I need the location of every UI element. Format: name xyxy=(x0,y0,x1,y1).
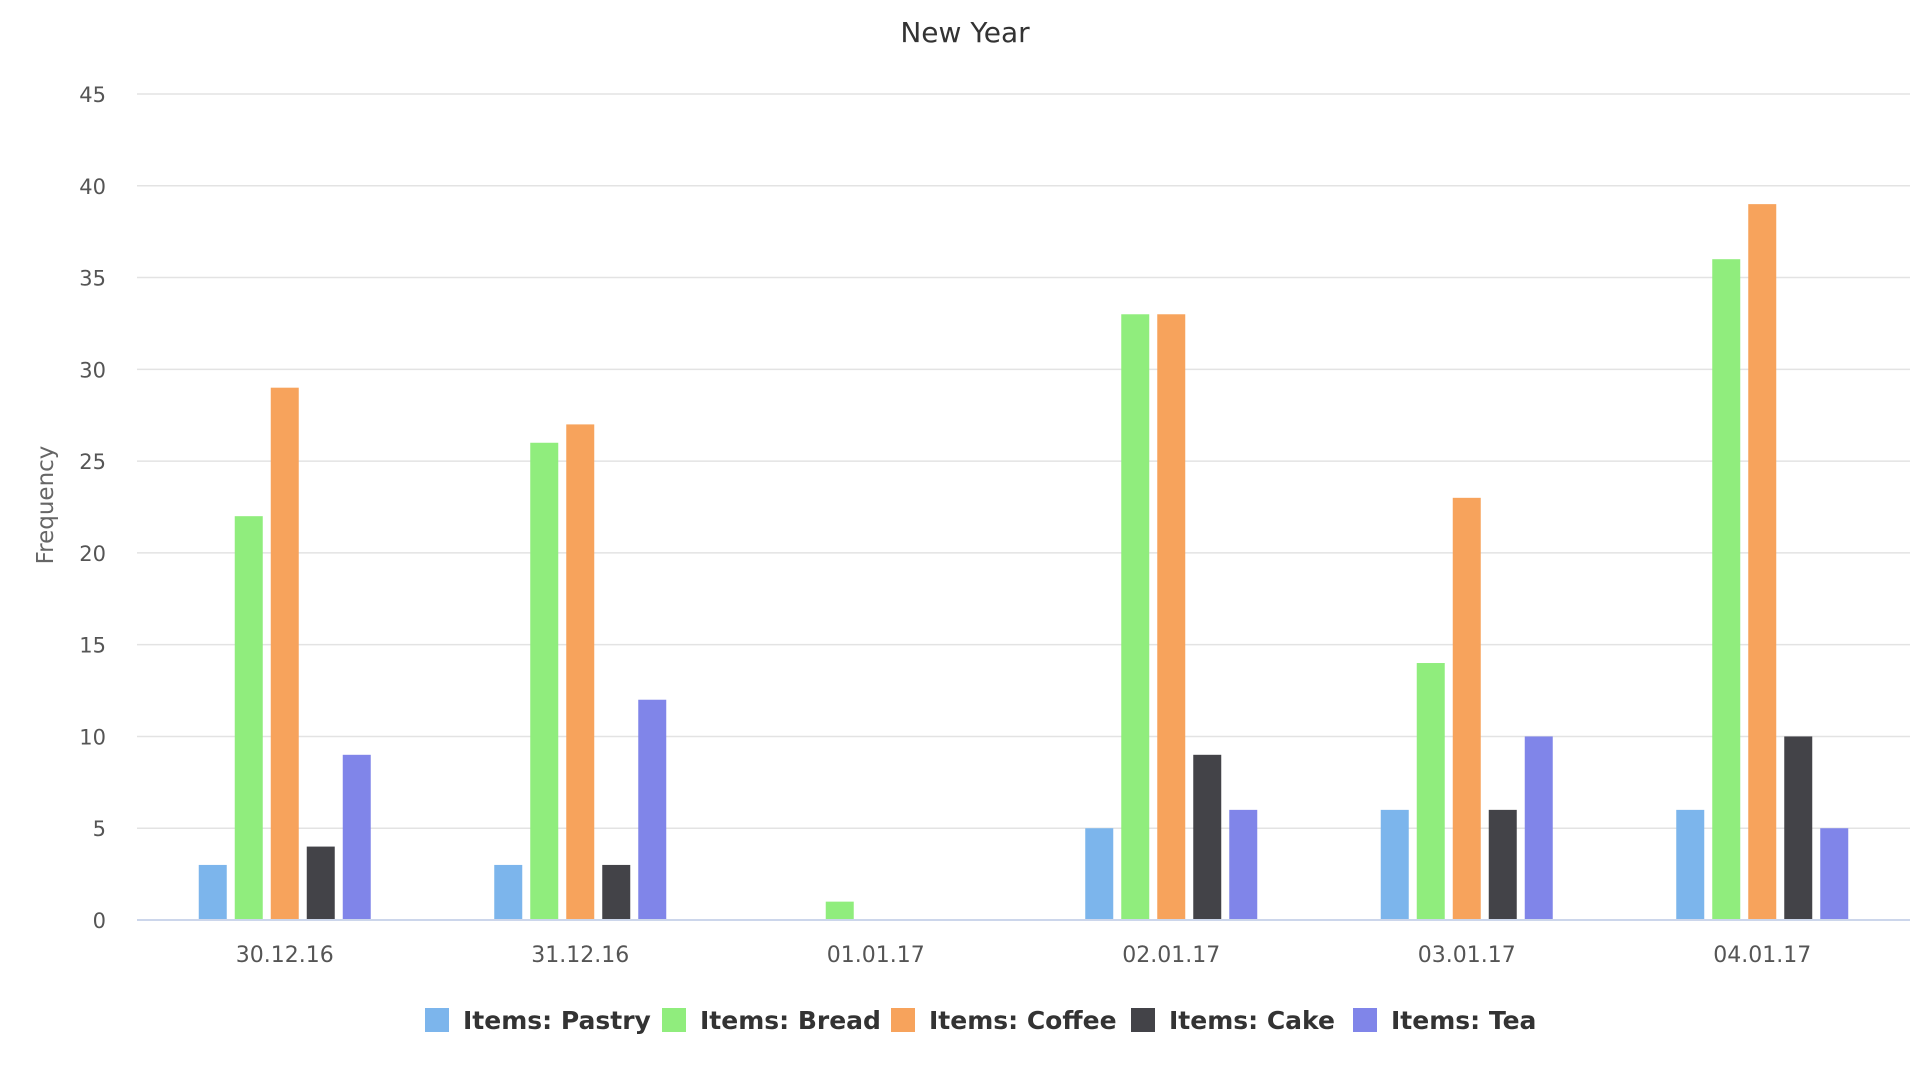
bar xyxy=(1452,497,1481,920)
bar xyxy=(1488,809,1517,920)
bar xyxy=(1157,314,1186,920)
y-tick-label: 45 xyxy=(79,83,106,107)
legend-item[interactable]: Items: Coffee xyxy=(891,1006,1117,1035)
bar xyxy=(1229,809,1258,920)
legend-label: Items: Tea xyxy=(1391,1006,1536,1035)
bar xyxy=(566,424,595,920)
y-tick-label: 20 xyxy=(79,542,106,566)
x-tick-label: 04.01.17 xyxy=(1713,943,1811,968)
bar xyxy=(1416,663,1445,920)
x-tick-label: 02.01.17 xyxy=(1122,943,1220,968)
grid xyxy=(137,93,1910,829)
legend-label: Items: Coffee xyxy=(929,1006,1117,1035)
legend-label: Items: Cake xyxy=(1169,1006,1335,1035)
y-tick-label: 5 xyxy=(93,817,106,841)
bar xyxy=(198,864,227,920)
bar xyxy=(1085,828,1114,920)
x-tick-label: 01.01.17 xyxy=(827,943,925,968)
legend: Items: Pastry Items: Bread Items: Coffee It… xyxy=(425,1006,1536,1035)
y-axis-title: Frequency xyxy=(33,446,59,565)
x-tick-label: 03.01.17 xyxy=(1418,943,1516,968)
bar xyxy=(1748,204,1777,921)
bar xyxy=(342,754,371,920)
bar xyxy=(270,387,299,920)
legend-label: Items: Pastry xyxy=(463,1006,651,1035)
chart-title: New Year xyxy=(900,16,1030,49)
y-tick-label: 40 xyxy=(79,175,106,199)
bar xyxy=(1380,809,1409,920)
bars xyxy=(198,204,1849,921)
bar xyxy=(234,516,263,920)
x-tick-label: 31.12.16 xyxy=(531,943,629,968)
legend-swatch xyxy=(1353,1008,1377,1032)
bar xyxy=(1820,828,1849,920)
legend-item[interactable]: Items: Bread xyxy=(662,1006,881,1035)
y-tick-label: 35 xyxy=(79,267,106,291)
bar xyxy=(1121,314,1150,920)
bar xyxy=(530,442,559,920)
bar xyxy=(494,864,523,920)
y-tick-label: 10 xyxy=(79,725,106,749)
y-tick-label: 30 xyxy=(79,358,106,382)
bar xyxy=(602,864,631,920)
bar xyxy=(1784,736,1813,920)
legend-swatch xyxy=(891,1008,915,1032)
y-tick-label: 0 xyxy=(93,909,106,933)
y-axis: 0 5 10 15 20 25 30 35 40 45 xyxy=(79,83,106,933)
legend-label: Items: Bread xyxy=(700,1006,881,1035)
legend-item[interactable]: Items: Cake xyxy=(1131,1006,1335,1035)
bar xyxy=(1676,809,1705,920)
legend-swatch xyxy=(425,1008,449,1032)
legend-item[interactable]: Items: Pastry xyxy=(425,1006,651,1035)
y-tick-label: 15 xyxy=(79,634,106,658)
x-axis: 30.12.16 31.12.16 01.01.17 02.01.17 03.01.17… xyxy=(236,943,1811,968)
bar xyxy=(1193,754,1222,920)
legend-swatch xyxy=(662,1008,686,1032)
legend-item[interactable]: Items: Tea xyxy=(1353,1006,1536,1035)
bar xyxy=(1524,736,1553,920)
y-tick-label: 25 xyxy=(79,450,106,474)
legend-swatch xyxy=(1131,1008,1155,1032)
bar xyxy=(825,901,854,920)
bar xyxy=(306,846,335,920)
x-tick-label: 30.12.16 xyxy=(236,943,334,968)
bar xyxy=(1712,259,1741,920)
bar xyxy=(638,699,667,920)
